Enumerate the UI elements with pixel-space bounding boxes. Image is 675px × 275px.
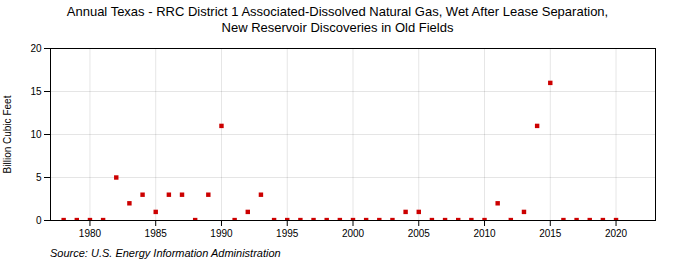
svg-text:2020: 2020 (605, 228, 628, 239)
html-text:Source: U.S. Energy Informatio: Source: U.S. Energy Information Administ… (50, 247, 281, 259)
svg-text:Billion Cubic Feet: Billion Cubic Feet (2, 95, 13, 173)
svg-text:2000: 2000 (342, 228, 365, 239)
svg-text:1990: 1990 (210, 228, 233, 239)
html-text:Annual Texas - RRC District 1: Annual Texas - RRC District 1 Associated… (66, 4, 609, 35)
svg-text:20: 20 (30, 43, 42, 54)
svg-text:5: 5 (36, 172, 42, 183)
svg-text:1985: 1985 (145, 228, 168, 239)
svg-text:1995: 1995 (276, 228, 299, 239)
svg-text:2005: 2005 (408, 228, 431, 239)
svg-text:1980: 1980 (79, 228, 102, 239)
svg-text:0: 0 (36, 215, 42, 226)
svg-text:10: 10 (30, 129, 42, 140)
svg-text:2015: 2015 (539, 228, 562, 239)
svg-text:2010: 2010 (473, 228, 496, 239)
svg-text:15: 15 (30, 86, 42, 97)
